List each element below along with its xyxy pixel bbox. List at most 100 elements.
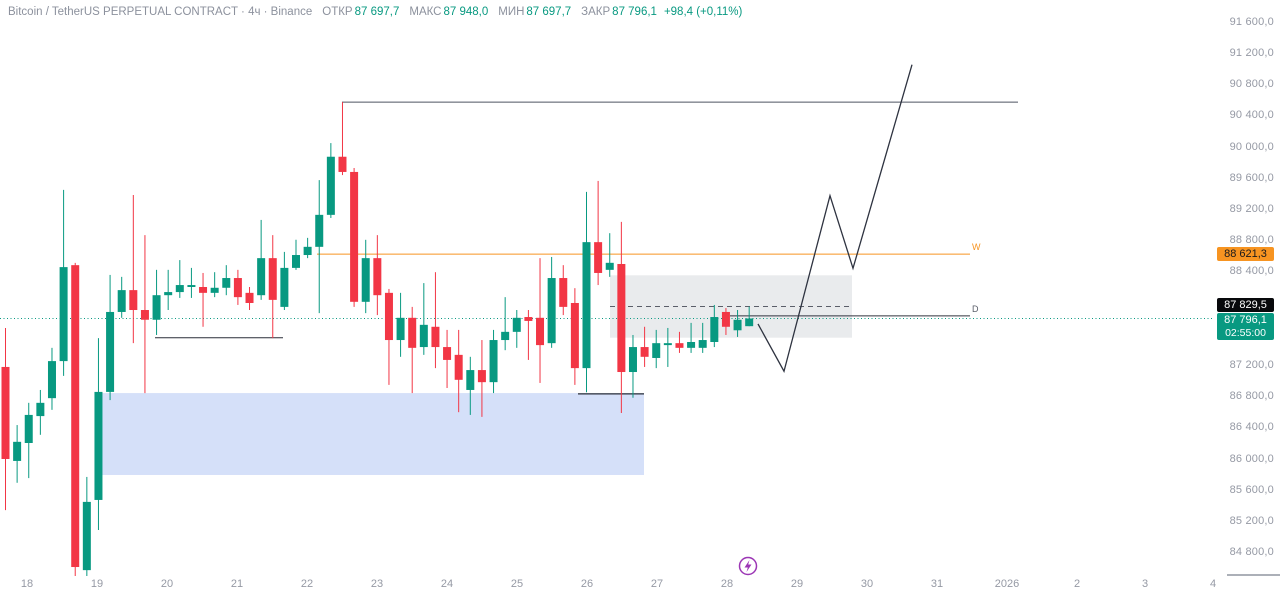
candle-body [59, 267, 68, 362]
candle-body [605, 262, 614, 270]
candle-body [268, 258, 277, 300]
candle-body [733, 319, 742, 331]
price-axis[interactable]: 88 621,3 87 829,5 87 796,1 02:55:00 91 6… [1212, 0, 1280, 577]
candle-body [396, 317, 405, 341]
candle-body [210, 287, 219, 293]
candle-body [338, 156, 347, 172]
last-price-badge: 87 796,1 02:55:00 [1217, 313, 1274, 340]
candle-body [326, 156, 335, 215]
candle-body [419, 324, 428, 348]
candle-body [303, 246, 312, 256]
candle-body [454, 354, 463, 380]
bar-countdown: 02:55:00 [1225, 327, 1266, 339]
candle-body [245, 292, 254, 303]
candle-body [687, 341, 696, 348]
time-tick-label: 2 [1073, 578, 1081, 590]
candle-body [164, 292, 173, 296]
candle-body [233, 278, 242, 298]
time-tick-label: 29 [790, 578, 804, 590]
time-tick-label: 22 [300, 578, 314, 590]
time-tick-label: 24 [440, 578, 454, 590]
candle-body [443, 347, 452, 360]
candle-body [24, 414, 33, 443]
price-tick-label: 86 400,0 [1229, 421, 1274, 434]
time-tick-label: 31 [930, 578, 944, 590]
high-value: 87 948,0 [443, 6, 489, 18]
time-tick-label: 27 [650, 578, 664, 590]
candle-body [117, 290, 126, 312]
candle-body [13, 441, 22, 461]
candle-body [82, 501, 91, 571]
candle-body [187, 285, 196, 287]
candle-body [175, 285, 184, 293]
close-label: ЗАКР [581, 6, 611, 18]
price-tick-label: 89 200,0 [1229, 203, 1274, 215]
candle-body [745, 318, 754, 327]
candle-body [582, 242, 591, 369]
price-tick-label: 84 800,0 [1229, 546, 1274, 559]
price-tick-label: 87 200,0 [1229, 359, 1274, 371]
price-tick-label: 90 400,0 [1229, 109, 1274, 122]
time-tick-label: 19 [90, 578, 104, 590]
close-value: 87 796,1 [612, 6, 657, 18]
candle-body [129, 290, 138, 311]
time-axis[interactable]: 18 19 20 21 22 23 24 25 26 27 28 29 30 31 2026 2 3 4 [0, 576, 1280, 595]
time-tick-label: 26 [580, 578, 594, 590]
price-tick-label: 85 200,0 [1229, 515, 1274, 527]
price-tick-label: 89 600,0 [1229, 171, 1274, 184]
time-tick-label: 28 [720, 578, 734, 590]
level-label-w: W [972, 242, 981, 252]
candle-body [71, 265, 80, 568]
time-tick-label: 2026 [994, 578, 1020, 590]
candle-body [594, 242, 603, 273]
candle-body [280, 267, 289, 307]
price-tick-label: 91 600,0 [1229, 15, 1274, 28]
price-tick-label: 91 200,0 [1229, 47, 1274, 59]
price-tick-label: 85 600,0 [1229, 483, 1274, 496]
candle-body [140, 310, 149, 320]
symbol-legend[interactable]: Bitcoin / TetherUS PERPETUAL CONTRACT · … [8, 6, 742, 18]
symbol-title[interactable]: Bitcoin / TetherUS PERPETUAL CONTRACT · … [8, 6, 313, 18]
candle-body [628, 347, 637, 373]
candle-body [199, 287, 208, 293]
candle-body [570, 302, 579, 369]
candle-body [431, 326, 440, 348]
candle-body [721, 311, 730, 327]
candle-body [384, 292, 393, 341]
candle-body [350, 171, 359, 302]
candle-body [36, 402, 45, 417]
price-tick-label: 86 800,0 [1229, 390, 1274, 403]
candle-body [512, 317, 521, 332]
candle-body [698, 340, 707, 348]
candle-body [94, 391, 103, 500]
candle-body [222, 278, 231, 288]
candle-body [640, 347, 649, 357]
candle-body [373, 258, 382, 296]
candle-body [315, 214, 324, 247]
time-tick-label: 20 [160, 578, 174, 590]
candle-body [489, 340, 498, 383]
candle-body [477, 370, 486, 383]
last-price-value: 87 796,1 [1224, 314, 1267, 326]
price-tick-label: 88 800,0 [1229, 234, 1274, 247]
candle-body [47, 361, 56, 399]
candle-body [408, 317, 417, 348]
time-tick-label: 18 [20, 578, 34, 590]
marked-price-badge: 87 829,5 [1217, 298, 1274, 312]
price-tick-label: 90 800,0 [1229, 78, 1274, 91]
demand-zone[interactable] [100, 393, 644, 475]
candle-body [1, 366, 10, 459]
low-value: 87 697,7 [526, 6, 572, 18]
candle-body [501, 331, 510, 341]
time-tick-label: 23 [370, 578, 384, 590]
price-tick-label: 86 000,0 [1229, 452, 1274, 465]
candle-body [361, 258, 370, 302]
weekly-level-price-badge: 88 621,3 [1217, 247, 1274, 261]
projection-path[interactable] [757, 64, 913, 373]
time-tick-label: 30 [860, 578, 874, 590]
time-tick-label: 21 [230, 578, 244, 590]
candle-body [617, 263, 626, 373]
level-label-d: D [972, 304, 979, 314]
